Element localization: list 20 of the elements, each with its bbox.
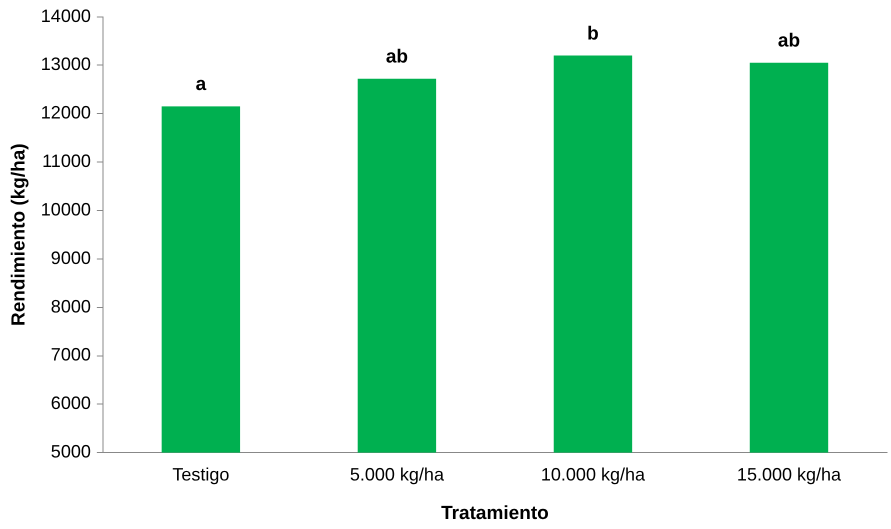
x-tick-label: Testigo (172, 464, 230, 484)
x-tick-label: 10.000 kg/ha (540, 464, 646, 484)
x-axis-title: Tratamiento (441, 502, 549, 524)
y-tick-label: 5000 (50, 442, 91, 462)
annotation: ab (778, 30, 800, 52)
y-axis-title: Rendimiento (kg/ha) (8, 143, 30, 326)
annotation: a (196, 74, 207, 96)
y-tick-label: 7000 (50, 344, 91, 365)
y-tick-label: 14000 (40, 6, 91, 26)
y-tick-label: 11000 (42, 151, 91, 172)
y-tick-label: 13000 (40, 54, 91, 74)
annotation: b (587, 23, 599, 44)
y-tick-label: 6000 (50, 393, 91, 414)
y-tick-label: 12000 (40, 102, 91, 123)
x-tick-label: 15.000 kg/ha (736, 464, 842, 484)
annotation: ab (386, 46, 408, 68)
y-tick-label: 8000 (50, 296, 91, 316)
y-tick-label: 10000 (40, 199, 91, 220)
y-tick-label: 9000 (50, 248, 91, 268)
x-tick-label: 5.000 kg/ha (350, 464, 445, 484)
